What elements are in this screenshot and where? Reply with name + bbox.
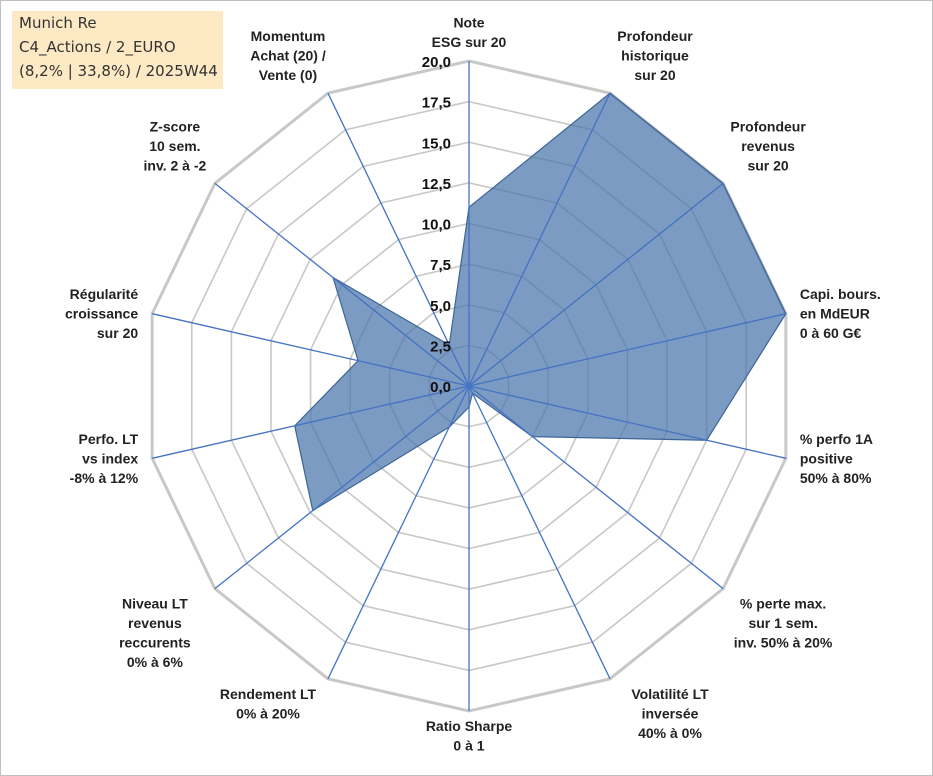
axis-label-line: sur 20: [747, 157, 788, 173]
info-company-name: Munich Re: [19, 14, 97, 32]
info-box: Munich Re C4_Actions / 2_EURO (8,2% | 33…: [12, 11, 223, 89]
axis-label-line: sur 20: [634, 67, 675, 83]
axis-label-line: Profondeur: [617, 28, 693, 44]
axis-label-line: Rendement LT: [220, 686, 317, 702]
axis-label-line: Niveau LT: [122, 596, 188, 612]
axis-label-line: 40% à 0%: [638, 725, 702, 741]
axis-label-line: revenus: [128, 615, 182, 631]
axis-label-line: Momentum: [251, 28, 326, 44]
radar-spokes: [152, 61, 786, 711]
axis-label-line: Profondeur: [730, 118, 806, 134]
spoke-8: [327, 385, 470, 680]
axis-label-line: 0% à 6%: [127, 654, 184, 670]
axis-label-3: Capi. bours. en MdEUR 0 à 60 G€: [800, 286, 881, 341]
axis-label-line: historique: [621, 48, 689, 64]
axis-label-line: Vente (0): [259, 67, 317, 83]
axis-label-line: Achat (20) /: [250, 48, 326, 64]
axis-label-line: vs index: [82, 450, 138, 466]
spoke-1: [468, 92, 611, 387]
axis-label-line: % perte max.: [740, 596, 826, 612]
spoke-3: [468, 313, 786, 387]
axis-label-11: Régularité croissance sur 20: [65, 286, 138, 341]
axis-label-line: Note: [453, 15, 484, 31]
axis-label-line: Régularité: [70, 286, 139, 302]
axis-label-line: 50% à 80%: [800, 470, 872, 486]
spoke-10: [152, 385, 470, 459]
axis-label-line: croissance: [65, 306, 138, 322]
axis-label-12: Z-score 10 sem. inv. 2 à -2: [144, 118, 207, 173]
axis-label-line: -8% à 12%: [70, 470, 139, 486]
axis-label-line: inv. 50% à 20%: [734, 635, 833, 651]
axis-label-line: Perfo. LT: [79, 431, 139, 447]
tick-label: 17,5: [422, 95, 451, 112]
axis-label-line: % perfo 1A: [800, 431, 873, 447]
tick-label: 15,0: [422, 135, 451, 152]
axis-label-line: inversée: [642, 705, 699, 721]
axis-label-13: Momentum Achat (20) / Vente (0): [250, 28, 326, 83]
axis-label-line: sur 20: [97, 325, 138, 341]
info-category: C4_Actions / 2_EURO: [19, 38, 176, 56]
axis-label-line: inv. 2 à -2: [144, 157, 207, 173]
tick-label: 5,0: [430, 298, 451, 315]
axis-label-10: Perfo. LT vs index -8% à 12%: [70, 431, 139, 486]
axis-label-6: Volatilité LT inversée 40% à 0%: [631, 686, 709, 741]
axis-label-1: Profondeur historique sur 20: [617, 28, 693, 83]
tick-label: 10,0: [422, 217, 451, 234]
tick-label: 20,0: [422, 54, 451, 71]
axis-label-line: 0% à 20%: [236, 705, 300, 721]
axis-label-line: sur 1 sem.: [748, 615, 817, 631]
spoke-13: [327, 92, 470, 387]
spoke-4: [468, 385, 786, 459]
tick-label: 12,5: [422, 176, 451, 193]
axis-label-0: Note ESG sur 20: [432, 15, 507, 51]
axis-label-line: Ratio Sharpe: [426, 718, 513, 734]
axis-label-line: 10 sem.: [149, 138, 200, 154]
tick-labels: 0,0 2,5 5,0 7,5 10,0 12,5 15,0 17,5 20,0: [422, 54, 451, 396]
axis-label-line: revenus: [741, 138, 795, 154]
axis-label-8: Rendement LT 0% à 20%: [220, 686, 317, 722]
axis-label-7: Ratio Sharpe 0 à 1: [426, 718, 513, 754]
spoke-2: [468, 182, 724, 387]
axis-label-line: en MdEUR: [800, 306, 870, 322]
axis-label-line: Z-score: [150, 118, 201, 134]
axis-label-line: positive: [800, 450, 853, 466]
axis-label-line: Capi. bours.: [800, 286, 881, 302]
info-stats: (8,2% | 33,8%) / 2025W44: [19, 62, 218, 80]
series-area: [294, 92, 787, 512]
tick-label: 2,5: [430, 338, 451, 355]
spoke-9: [214, 385, 470, 590]
axis-label-9: Niveau LT revenus reccurents 0% à 6%: [119, 596, 191, 671]
axis-label-line: 0 à 60 G€: [800, 325, 862, 341]
axis-label-5: % perte max. sur 1 sem. inv. 50% à 20%: [734, 596, 833, 651]
axis-label-line: 0 à 1: [453, 738, 484, 754]
axis-label-2: Profondeur revenus sur 20: [730, 118, 806, 173]
spoke-12: [214, 182, 470, 387]
spoke-6: [468, 385, 611, 680]
spoke-11: [152, 313, 470, 387]
axis-label-line: Volatilité LT: [631, 686, 709, 702]
tick-label: 7,5: [430, 257, 451, 274]
spoke-5: [468, 385, 724, 590]
axis-label-line: ESG sur 20: [432, 34, 507, 50]
axis-labels: Note ESG sur 20 Profondeur historique sur 20…: [65, 15, 881, 754]
tick-label: 0,0: [430, 379, 451, 396]
axis-label-line: reccurents: [119, 635, 191, 651]
axis-label-4: % perfo 1A positive 50% à 80%: [800, 431, 873, 486]
